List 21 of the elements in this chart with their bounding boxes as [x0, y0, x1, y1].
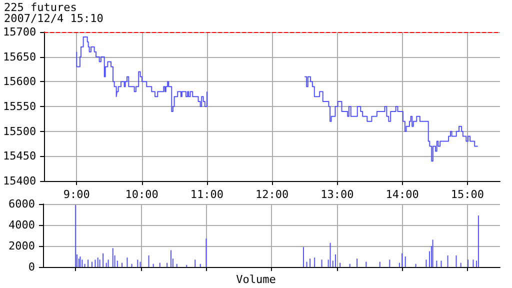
- x-tick-label: 13:00: [320, 188, 354, 201]
- y-tick-label: 15600: [2, 75, 36, 88]
- chart-title: 225 futures: [4, 1, 77, 14]
- y-tick-label: 15450: [2, 150, 36, 163]
- y-tick-label: 15650: [2, 50, 36, 64]
- x-tick-label: 9:00: [63, 188, 90, 201]
- y-tick-label: 2000: [8, 240, 35, 252]
- x-tick-label: 12:00: [255, 188, 289, 201]
- y-tick-label: 15500: [2, 124, 36, 138]
- y-tick-label: 15700: [2, 26, 36, 38]
- x-tick-label: 14:00: [386, 188, 419, 201]
- y-tick-label: 6000: [8, 198, 35, 210]
- x-tick-label: 15:00: [450, 188, 484, 201]
- y-tick-label: 15550: [2, 100, 36, 113]
- y-tick-label: 4000: [8, 218, 35, 232]
- text: Volume: [236, 273, 276, 286]
- x-tick-label: 11:00: [190, 188, 224, 201]
- x-tick-label: 10:00: [125, 188, 158, 201]
- y-tick-label: 15400: [2, 174, 36, 188]
- chart-subtitle: 2007/12/4 15:10: [4, 12, 104, 25]
- y-tick-label: 0: [28, 260, 35, 274]
